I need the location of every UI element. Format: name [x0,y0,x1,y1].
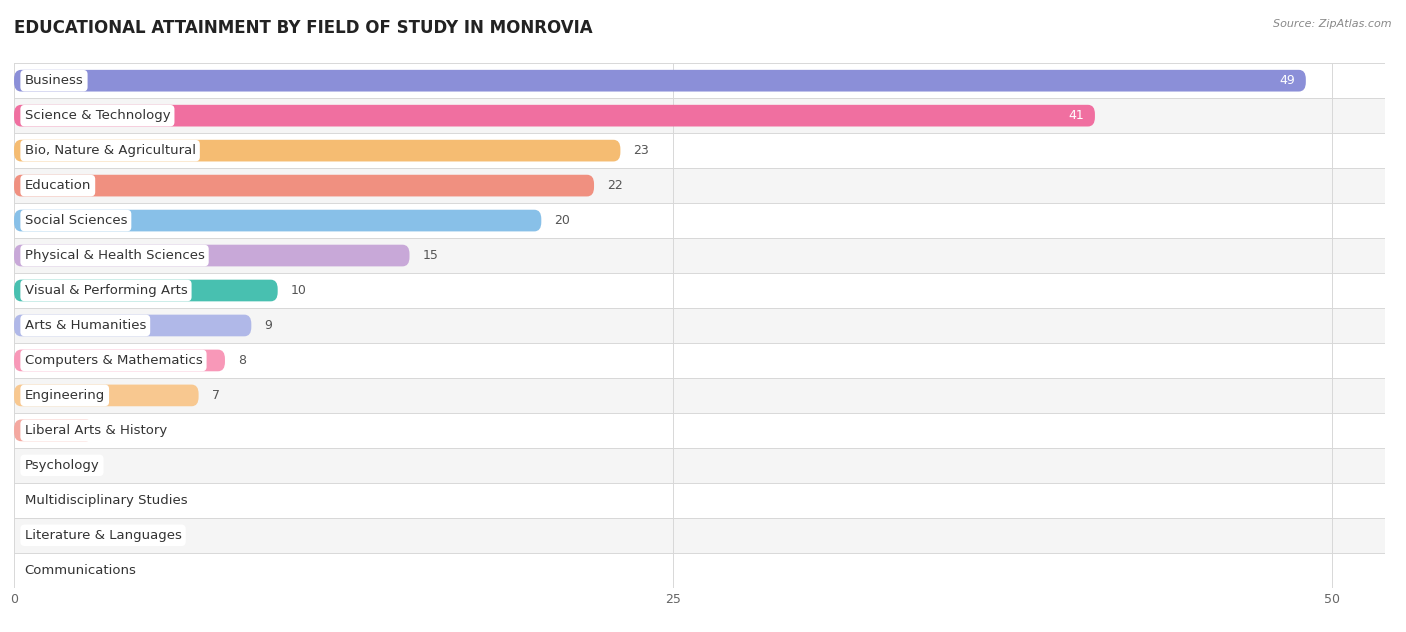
FancyBboxPatch shape [14,280,278,301]
Text: Literature & Languages: Literature & Languages [25,529,181,542]
Text: 23: 23 [634,144,650,157]
FancyBboxPatch shape [14,210,541,231]
Text: Source: ZipAtlas.com: Source: ZipAtlas.com [1274,19,1392,29]
Text: 41: 41 [1069,109,1084,122]
Text: Business: Business [25,74,83,87]
Text: 8: 8 [238,354,246,367]
Bar [14,273,1385,308]
Bar [14,378,1385,413]
Text: Visual & Performing Arts: Visual & Performing Arts [25,284,187,297]
Text: 0: 0 [27,494,35,507]
FancyBboxPatch shape [14,420,93,441]
Bar [14,553,1385,588]
Text: EDUCATIONAL ATTAINMENT BY FIELD OF STUDY IN MONROVIA: EDUCATIONAL ATTAINMENT BY FIELD OF STUDY… [14,19,593,37]
Text: 15: 15 [423,249,439,262]
Text: 0: 0 [27,529,35,542]
Bar [14,308,1385,343]
Text: Education: Education [25,179,91,192]
FancyBboxPatch shape [14,315,252,336]
Bar [14,518,1385,553]
FancyBboxPatch shape [14,140,620,161]
Text: Social Sciences: Social Sciences [25,214,127,227]
Text: Psychology: Psychology [25,459,100,472]
Bar [14,413,1385,448]
Text: 3: 3 [107,424,114,437]
Text: Physical & Health Sciences: Physical & Health Sciences [25,249,204,262]
Bar [14,168,1385,203]
Text: 0: 0 [27,459,35,472]
Text: 49: 49 [1279,74,1295,87]
Bar [14,203,1385,238]
Bar [14,483,1385,518]
FancyBboxPatch shape [14,70,1306,92]
Text: Science & Technology: Science & Technology [25,109,170,122]
Bar [14,448,1385,483]
Text: 0: 0 [27,564,35,577]
Text: Engineering: Engineering [25,389,105,402]
Text: Arts & Humanities: Arts & Humanities [25,319,146,332]
FancyBboxPatch shape [14,349,225,371]
Bar [14,133,1385,168]
Text: Multidisciplinary Studies: Multidisciplinary Studies [25,494,187,507]
Text: 9: 9 [264,319,273,332]
Text: 10: 10 [291,284,307,297]
Text: 20: 20 [554,214,571,227]
Text: Communications: Communications [25,564,136,577]
Text: Bio, Nature & Agricultural: Bio, Nature & Agricultural [25,144,195,157]
Text: Liberal Arts & History: Liberal Arts & History [25,424,167,437]
Bar [14,343,1385,378]
FancyBboxPatch shape [14,105,1095,126]
Text: 7: 7 [212,389,219,402]
FancyBboxPatch shape [14,175,595,197]
Bar [14,238,1385,273]
Text: Computers & Mathematics: Computers & Mathematics [25,354,202,367]
FancyBboxPatch shape [14,245,409,266]
FancyBboxPatch shape [14,385,198,406]
Bar [14,63,1385,98]
Text: 22: 22 [607,179,623,192]
Bar [14,98,1385,133]
